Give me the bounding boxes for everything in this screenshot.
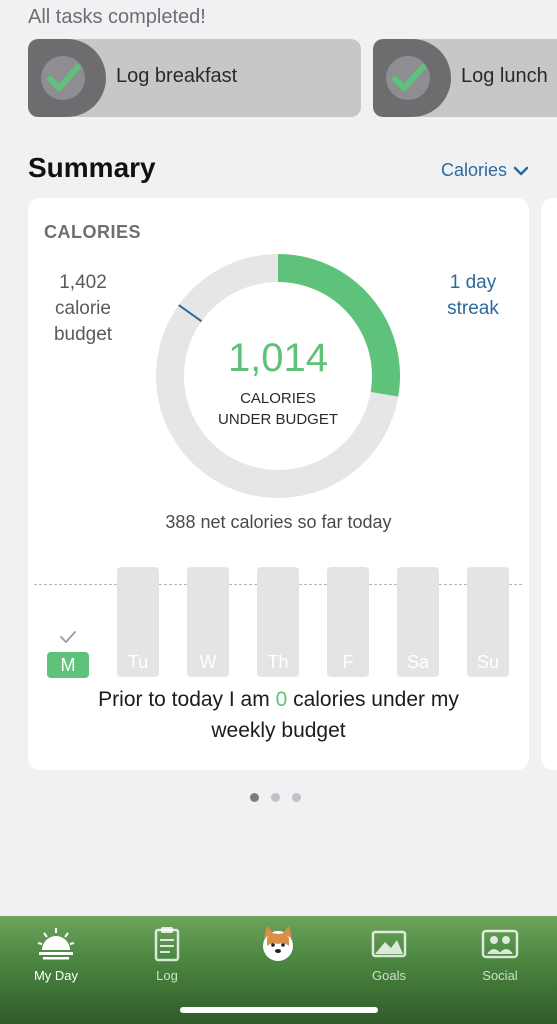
streak-line2: streak <box>447 298 499 319</box>
streak[interactable]: 1 day streak <box>428 270 518 322</box>
today-check-icon <box>60 631 76 643</box>
dog-avatar-icon <box>263 926 293 961</box>
calorie-budget: 1,402 calorie budget <box>38 270 128 348</box>
tab-bar: My Day Log Goals <box>0 916 557 1024</box>
day-label: Tu <box>127 652 149 672</box>
check-badge <box>28 39 106 117</box>
calorie-donut-chart <box>156 254 400 498</box>
page-dot[interactable] <box>292 793 301 802</box>
status-text: All tasks completed! <box>28 6 206 28</box>
budget-label-line3: budget <box>53 324 113 345</box>
page-dots <box>250 793 301 802</box>
day-bar[interactable]: Tu <box>117 567 159 677</box>
tab-goals[interactable]: Goals <box>349 922 429 992</box>
tab-log[interactable]: Log <box>127 922 207 992</box>
summary-title: Summary <box>28 152 156 183</box>
check-badge <box>373 39 451 117</box>
donut-caption: CALORIES UNDER BUDGET <box>178 388 378 430</box>
day-bar[interactable]: F <box>327 567 369 677</box>
day-bar[interactable]: Su <box>467 567 509 677</box>
tab-social[interactable]: Social <box>460 922 540 992</box>
donut-marker <box>178 304 203 323</box>
page-dot[interactable] <box>271 793 280 802</box>
day-label: Th <box>267 652 289 672</box>
tab-label: Social <box>482 968 518 983</box>
home-indicator[interactable] <box>180 1007 378 1013</box>
donut-caption-line2: UNDER BUDGET <box>217 411 338 428</box>
mountain-icon <box>371 930 407 958</box>
metric-selector-label: Calories <box>440 160 507 180</box>
task-label: Log lunch <box>461 65 548 87</box>
clipboard-icon <box>154 927 180 962</box>
donut-remaining-arc <box>277 254 400 397</box>
budget-label-line2: calorie <box>55 298 111 319</box>
tab-label: Goals <box>372 968 406 983</box>
donut-value: 1,014 <box>227 336 329 380</box>
day-bar[interactable]: W <box>187 567 229 677</box>
tab-profile-avatar[interactable] <box>238 922 318 992</box>
streak-line1: 1 day <box>449 272 497 293</box>
page-dot[interactable] <box>250 793 259 802</box>
donut-caption-line1: CALORIES <box>240 390 316 407</box>
day-bar[interactable]: Th <box>257 567 299 677</box>
day-bar[interactable]: Sa <box>397 567 439 677</box>
task-card-lunch[interactable]: Log lunch <box>373 39 557 117</box>
tab-label: My Day <box>33 968 79 983</box>
weekly-text-prefix: Prior to today I am <box>98 688 276 711</box>
tab-label: Log <box>156 968 178 983</box>
day-bar-today[interactable]: M <box>47 652 89 678</box>
tab-my-day[interactable]: My Day <box>16 922 96 992</box>
chevron-down-icon <box>513 166 529 175</box>
day-label: Su <box>476 652 500 672</box>
net-calories-text: 388 net calories so far today <box>165 512 392 532</box>
task-label: Log breakfast <box>116 65 238 87</box>
next-card-peek[interactable] <box>541 198 557 770</box>
sunrise-icon <box>37 928 75 960</box>
weekly-budget-text: Prior to today I am 0 calories under my … <box>68 684 489 746</box>
checkmark-icon <box>41 56 85 100</box>
task-card-breakfast[interactable]: Log breakfast <box>28 39 361 117</box>
calories-summary-card[interactable]: CALORIES 1,402 calorie budget 1 day stre… <box>28 198 529 770</box>
day-label: F <box>342 652 354 672</box>
checkmark-icon <box>386 56 430 100</box>
weekly-text-suffix: calories under my weekly budget <box>211 688 459 742</box>
weekly-value: 0 <box>275 688 288 711</box>
day-label: Sa <box>406 652 430 672</box>
metric-selector[interactable]: Calories <box>441 160 529 181</box>
people-icon <box>481 929 519 959</box>
budget-value: 1,402 <box>59 272 107 293</box>
card-heading: CALORIES <box>44 222 142 242</box>
day-label: W <box>199 652 217 672</box>
